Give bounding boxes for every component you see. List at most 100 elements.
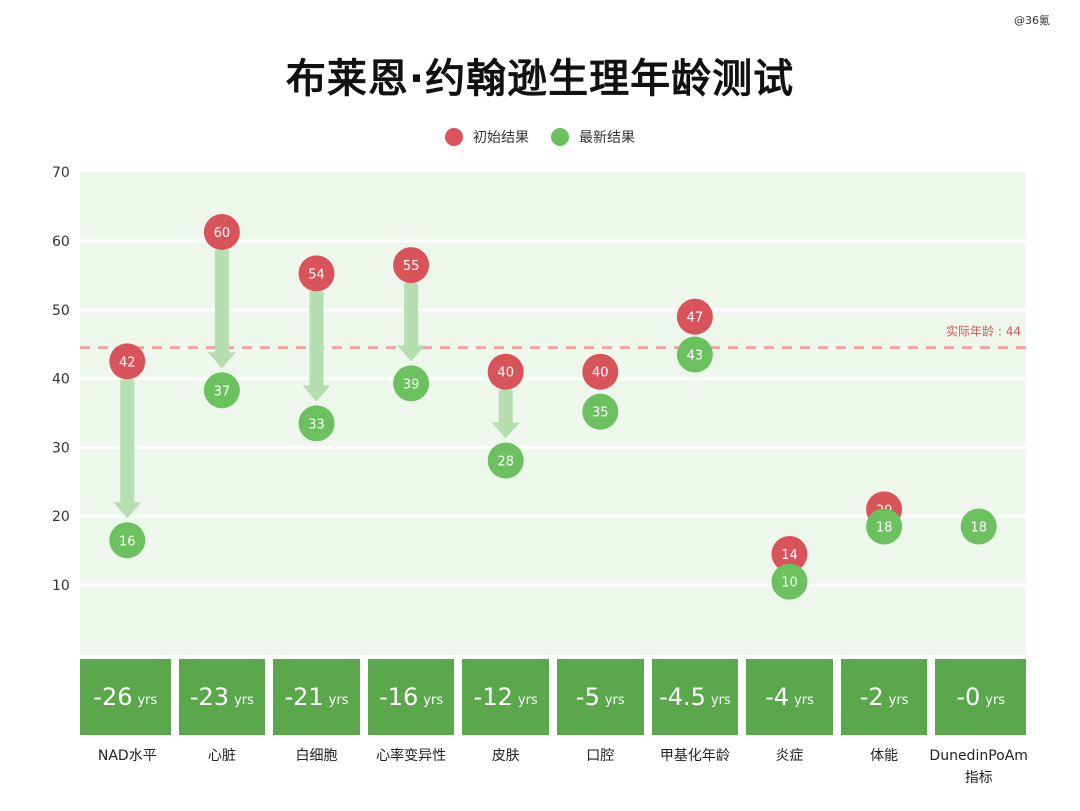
y-tick-label: 20: [52, 509, 70, 525]
latest-point-label: 43: [687, 349, 704, 364]
initial-point-label: 42: [119, 355, 136, 370]
initial-point: [109, 343, 146, 380]
legend-label-initial: 初始结果: [473, 130, 529, 146]
x-category-label: 皮肤: [491, 748, 520, 764]
initial-point-label: 14: [781, 548, 798, 563]
initial-point: [298, 255, 335, 292]
latest-point-label: 37: [214, 384, 231, 399]
x-category-label: DunedinPoAm 指标: [929, 748, 1028, 786]
y-tick-label: 40: [52, 372, 70, 388]
difference-cell: -2 yrs: [840, 659, 928, 735]
difference-value: -12: [473, 683, 513, 711]
x-category-label: 口腔: [586, 748, 615, 764]
difference-cell: -12 yrs: [462, 659, 549, 735]
y-tick-label: 70: [52, 165, 70, 181]
latest-point: [487, 442, 524, 479]
difference-value: -4.5: [659, 683, 706, 711]
initial-point-label: 47: [687, 311, 704, 326]
x-category-label: 炎症: [775, 748, 804, 764]
legend-dot-latest: [551, 128, 569, 146]
difference-unit: yrs: [423, 692, 444, 708]
change-arrow: [207, 250, 236, 369]
difference-value: -4: [765, 683, 790, 711]
difference-cell: -0 yrs: [935, 659, 1026, 735]
difference-unit: yrs: [604, 692, 625, 708]
latest-point-label: 16: [119, 534, 136, 549]
latest-point-label: 10: [781, 576, 798, 591]
latest-point: [393, 365, 430, 402]
x-category-label: 心脏: [207, 748, 236, 764]
latest-point: [298, 405, 335, 442]
latest-point: [866, 508, 903, 545]
difference-unit: yrs: [234, 692, 254, 708]
difference-value: -23: [189, 683, 230, 711]
difference-value: -5: [575, 683, 600, 711]
difference-cell: -4.5 yrs: [651, 659, 739, 735]
x-category-label: 体能: [870, 748, 899, 764]
latest-point: [676, 336, 713, 373]
initial-point-label: 55: [403, 259, 420, 274]
difference-cell: -26 yrs: [80, 659, 171, 735]
latest-point-label: 18: [876, 521, 893, 536]
initial-point: [771, 536, 808, 573]
initial-point: [582, 353, 619, 390]
latest-point: [771, 563, 808, 600]
initial-point-label: 60: [214, 226, 231, 241]
initial-point-label: 40: [497, 366, 514, 381]
difference-value: -2: [859, 683, 884, 711]
difference-value: -26: [93, 683, 133, 711]
y-tick-label: 10: [52, 578, 70, 594]
legend-item-initial: 初始结果: [445, 127, 529, 147]
y-tick-label: 50: [52, 303, 70, 319]
x-category-label: 甲基化年龄: [659, 748, 730, 764]
difference-cell: -21 yrs: [273, 659, 360, 735]
initial-point-label: 40: [592, 366, 609, 381]
legend-item-latest: 最新结果: [551, 127, 635, 147]
initial-point-label: 54: [308, 267, 325, 282]
difference-value: -21: [284, 683, 324, 711]
latest-point-label: 35: [592, 406, 609, 421]
difference-unit: yrs: [710, 692, 731, 708]
latest-point-label: 18: [970, 521, 987, 536]
latest-point-label: 33: [308, 417, 325, 432]
difference-cell: -16 yrs: [367, 659, 455, 735]
reference-line-label: 实际年龄 : 44: [946, 324, 1021, 339]
difference-cell: -4 yrs: [746, 659, 833, 735]
latest-point-label: 28: [497, 454, 514, 469]
legend-label-latest: 最新结果: [579, 130, 635, 146]
change-arrow: [491, 389, 520, 439]
initial-point: [676, 298, 713, 335]
latest-point-label: 39: [403, 377, 420, 392]
difference-unit: yrs: [888, 692, 909, 708]
legend: 初始结果 最新结果: [0, 127, 1080, 147]
change-arrow: [302, 291, 331, 402]
difference-value: -16: [379, 683, 419, 711]
initial-point: [393, 247, 430, 284]
x-category-label: 白细胞: [295, 748, 338, 764]
latest-point: [203, 372, 240, 409]
initial-point: [203, 214, 240, 251]
y-tick-label: 60: [52, 234, 70, 250]
difference-unit: yrs: [137, 692, 158, 708]
latest-point: [960, 508, 997, 545]
change-arrow: [113, 379, 142, 519]
y-tick-label: 30: [52, 440, 70, 456]
plot-background: [80, 172, 1026, 655]
difference-unit: yrs: [328, 692, 349, 708]
change-arrow: [397, 283, 426, 362]
difference-unit: yrs: [517, 692, 538, 708]
x-category-label: 心率变异性: [376, 748, 447, 764]
latest-point: [582, 393, 619, 430]
latest-point: [109, 522, 146, 559]
legend-dot-initial: [445, 128, 463, 146]
difference-cell: -23 yrs: [178, 659, 266, 735]
difference-value: -0: [956, 683, 981, 711]
difference-cell: -5 yrs: [557, 659, 644, 735]
difference-unit: yrs: [794, 692, 814, 708]
difference-unit: yrs: [985, 692, 1006, 708]
initial-point: [487, 353, 524, 390]
watermark: @36氪: [1014, 14, 1050, 27]
chart-title: 布莱恩·约翰逊生理年龄测试: [285, 56, 795, 102]
x-category-label: NAD水平: [97, 748, 157, 764]
